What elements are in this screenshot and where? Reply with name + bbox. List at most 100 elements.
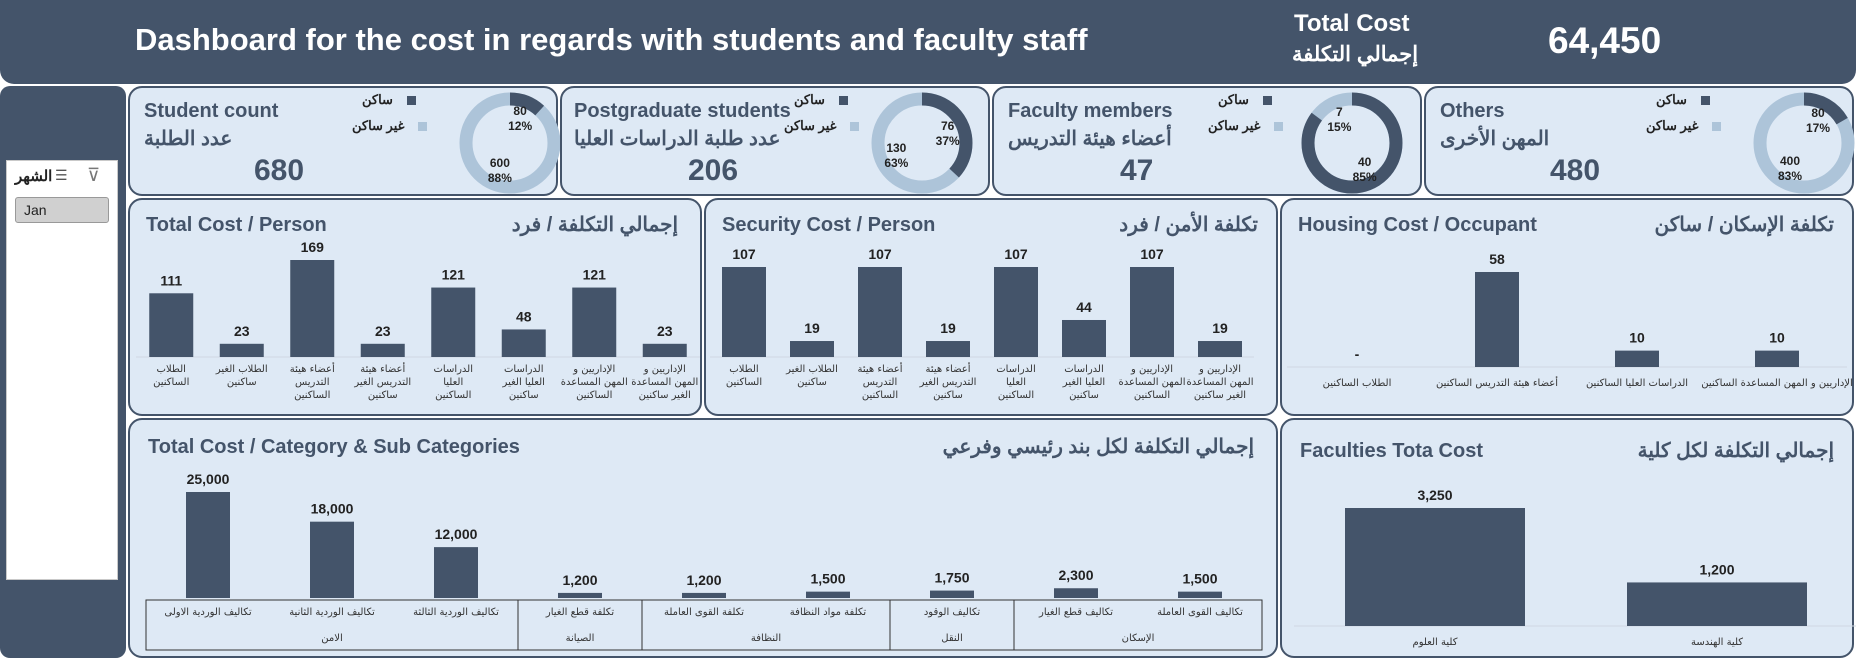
category-label: المهن المساعدة [631,377,698,388]
donut-slice-resident [459,92,560,194]
category-label: ساكنين [933,390,963,401]
bar [360,343,405,357]
dashboard-title: Dashboard for the cost in regards with s… [135,22,1088,57]
category-label: العليا الغير [1062,377,1105,388]
donut-label-resident-value: 80 [1811,106,1825,120]
bar [434,547,478,598]
category-label: أعضاء هيئة [360,362,405,375]
category-label: العليا [443,377,463,388]
category-label: الدراسات [504,364,544,375]
bar [1755,350,1799,367]
bar [149,293,194,357]
data-label: 23 [657,323,673,339]
data-label: 1,200 [1699,561,1734,577]
category-label: الساكنين [1134,390,1170,401]
category-label: الطلاب الغير [215,364,268,375]
data-label: 18,000 [311,501,354,517]
bar-chart: 111 الطلاب الساكنين 23 الطلاب الغير ساكنين 169… [136,239,700,401]
total-cost-label-ar: إجمالي التكلفة [1292,43,1419,66]
kpi-value: 680 [254,154,305,187]
chart-title-ar: إجمالي التكلفة لكل بند رئيسي وفرعي [942,436,1254,458]
donut-label-non-resident-percent: 83% [1778,169,1802,183]
data-label: 12,000 [435,526,478,542]
group-label: النظافة [751,633,781,644]
category-label: الإداريين و [1130,364,1173,375]
kpi-student-count: Student count عدد الطلبة 680 ساكن غير سا… [128,86,560,196]
donut-label-resident-percent: 17% [1806,121,1830,135]
bar [501,329,546,357]
donut-slice-resident [871,92,973,194]
bar-chart: 25,000 تكاليف الوردية الاولى 18,000 تكاليف … [145,471,1263,651]
category-label: الساكنين [153,377,189,388]
multi-select-icon[interactable]: ☰ [55,167,68,183]
donut-label-resident-value: 80 [513,104,527,118]
category-label: الساكنين [294,390,330,401]
category-label: كلية العلوم [1413,637,1458,648]
chart-housing-cost-occupant: Housing Cost / Occupant تكلفة الإسكان / … [1280,198,1854,416]
category-label: المهن المساعدة [561,377,628,388]
chart-title: Housing Cost / Occupant [1298,214,1537,236]
bar [1054,588,1098,598]
data-label: 10 [1629,330,1645,346]
donut-slice-resident [1753,92,1855,194]
kpi-value: 47 [1120,154,1154,187]
donut-label-resident-value: 76 [941,119,955,133]
sidebar: ⊽ ☰ الشهر Jan [0,86,126,658]
clear-filter-icon[interactable]: ⊽ [87,165,101,185]
category-label: الدراسات [1064,364,1104,375]
bar [186,492,230,598]
kpi-faculty-members: Faculty members أعضاء هيئة التدريس 47 سا… [992,86,1422,196]
chart-security-cost-person: Security Cost / Person تكلفة الأمن / فرد… [704,198,1278,416]
donut-label-resident-value: 40 [1358,155,1372,169]
kpi-title: Postgraduate students [574,100,791,122]
category-label: الساكنين [435,390,471,401]
category-label: الطلاب [729,364,758,375]
bar [1130,267,1174,357]
category-label: أعضاء هيئة [290,362,335,375]
category-label: الساكنين [862,390,898,401]
kpi-title: Student count [144,100,279,122]
data-label: 2,300 [1058,567,1093,583]
group-label: الامن [321,633,342,644]
category-label: المهن المساعدة [1186,377,1253,388]
kpi-title: Faculty members [1008,100,1173,122]
legend-resident: ساكن [794,92,848,108]
category-label: الطلاب [157,364,186,375]
chart-title: Faculties Tota Cost [1300,440,1483,462]
category-label: الساكنين [998,390,1034,401]
category-label: أعضاء هيئة [857,362,902,375]
legend-resident: ساكن [1656,92,1710,108]
data-label: 19 [1212,320,1228,336]
data-label: - [1355,346,1360,362]
bar [1475,272,1519,367]
bar [572,287,617,357]
kpi-value: 206 [688,154,739,187]
category-label: الدراسات [996,364,1036,375]
category-label: تكاليف الوردية الاولى [164,607,251,618]
data-label: 10 [1769,330,1785,346]
category-label: الغير ساكنين [1194,390,1246,401]
data-label: 1,500 [810,571,845,587]
slicer-label: الشهر [15,168,53,185]
chart-faculties-total-cost: Faculties Tota Cost إجمالي التكلفة لكل ك… [1280,418,1856,658]
data-label: 107 [868,246,892,262]
category-label: الطلاب الغير [785,364,838,375]
category-label: المهن المساعدة [1118,377,1185,388]
legend-resident: ساكن [362,92,416,108]
donut-label-non-resident-percent: 88% [488,171,512,185]
category-label: تكاليف الوردية الثالثة [413,607,499,618]
bar [722,267,766,357]
kpi-title-ar: عدد الطلبة [144,128,233,150]
slicer-item-jan[interactable]: Jan [15,197,109,223]
category-label: ساكنين [797,377,827,388]
donut-label-non-resident-value: 130 [886,141,906,155]
total-cost-label: Total Cost [1294,10,1410,37]
group-axis-box [145,599,1263,651]
donut-slice-resident [1301,92,1403,194]
chart-title-ar: إجمالي التكلفة لكل كلية [1637,440,1834,462]
legend-non-resident: غير ساكن [1208,118,1284,134]
bar-chart: 3,250 كلية العلوم 1,200 كلية الهندسة [1294,487,1856,648]
data-label: 1,200 [562,572,597,588]
donut-label-resident-percent: 12% [508,119,532,133]
